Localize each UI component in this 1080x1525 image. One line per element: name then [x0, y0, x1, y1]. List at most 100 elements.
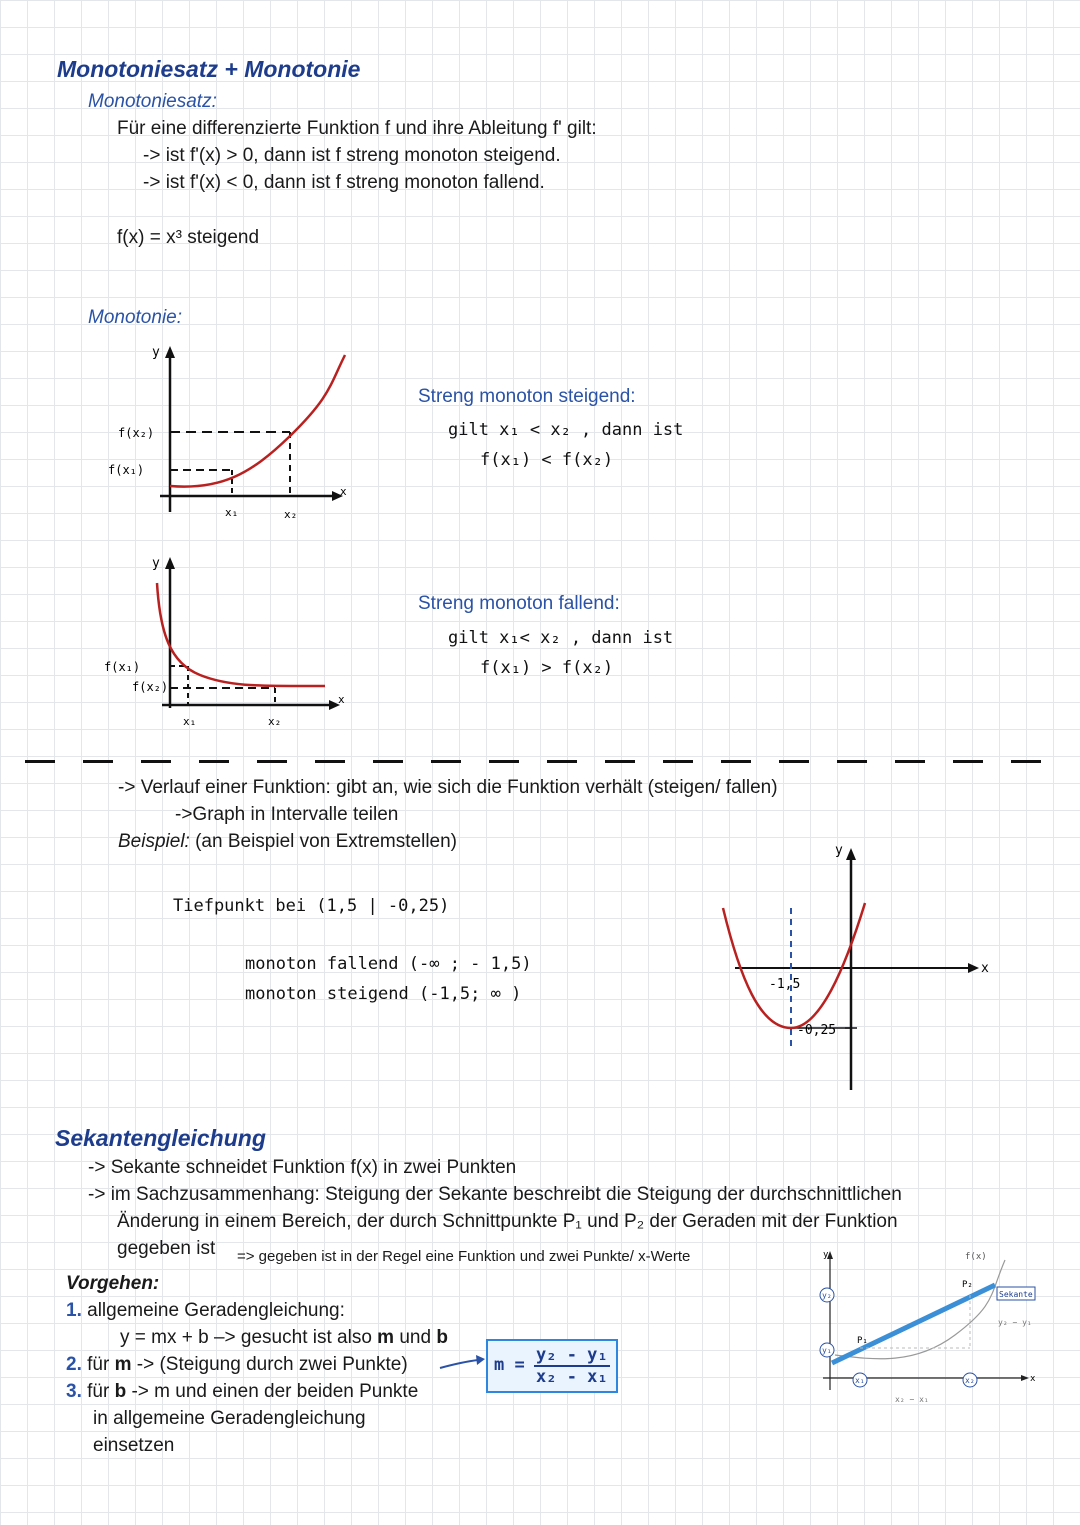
x-label: x	[340, 485, 347, 498]
x-label: x	[1030, 1374, 1036, 1384]
secant-graph: y x f(x) Sekante y₂ y₁ x₁ x₂ P₁ P₂ y₂ − …	[819, 1250, 1036, 1404]
step-2-number: 2.	[66, 1354, 82, 1375]
falling-title: Streng monoton fallend:	[418, 593, 620, 614]
monotoniesatz-rule-1: -> ist f'(x) > 0, dann ist f streng mono…	[143, 145, 561, 166]
section-divider	[25, 760, 1065, 763]
sekante-note: => gegeben ist in der Regel eine Funktio…	[237, 1248, 691, 1265]
x-arrow	[329, 700, 340, 710]
y1-label: y₁	[822, 1346, 832, 1355]
rising-curve	[169, 354, 347, 488]
fx2-label: f(x₂)	[132, 680, 168, 694]
secant-line	[830, 1282, 997, 1366]
step-1b-mid: und	[394, 1327, 437, 1348]
step-2-pre: für	[87, 1354, 115, 1375]
step-1-number: 1.	[66, 1300, 82, 1321]
function-curve	[834, 1259, 1006, 1360]
step-3-number: 3.	[66, 1381, 82, 1402]
dx-label: x₂ − x₁	[895, 1395, 929, 1404]
step-3c: einsetzen	[93, 1435, 175, 1456]
y-arrow	[165, 557, 175, 569]
falling-curve	[155, 582, 326, 688]
step-1b-m: m	[377, 1327, 395, 1348]
y1-marker	[819, 1342, 835, 1358]
step-2-post: -> (Steigung durch zwei Punkte)	[131, 1354, 408, 1375]
page-title: Monotoniesatz + Monotonie	[57, 56, 361, 82]
formula-denominator: x₂ - x₁	[536, 1367, 608, 1387]
y-label: y	[152, 345, 160, 360]
verlauf-line-1: -> Verlauf einer Funktion: gibt an, wie …	[118, 777, 778, 798]
rising-condition: gilt x₁ < x₂ , dann ist	[448, 420, 684, 440]
x1-label: x₁	[225, 506, 238, 519]
parabola-curve	[721, 902, 867, 1030]
y-arrow	[846, 848, 856, 860]
rising-title: Streng monoton steigend:	[418, 386, 636, 407]
x-arrow	[332, 491, 343, 501]
x2-label: x₂	[965, 1376, 975, 1385]
sekante-point-2a: -> im Sachzusammenhang: Steigung der Sek…	[88, 1184, 902, 1205]
p2-label: P₂	[962, 1280, 973, 1290]
monotoniesatz-rule-2: -> ist f'(x) < 0, dann ist f streng mono…	[143, 172, 545, 193]
step-1b-b: b	[436, 1327, 448, 1348]
step-1b-pre: y = mx + b –> gesucht ist also	[120, 1327, 378, 1348]
sekante-point-1: -> Sekante schneidet Funktion f(x) in zw…	[88, 1157, 517, 1178]
rising-result: f(x₁) < f(x₂)	[480, 450, 614, 470]
x-arrow	[968, 963, 979, 973]
falling-result: f(x₁) > f(x₂)	[480, 658, 614, 678]
x2-label: x₂	[284, 508, 297, 521]
x2-marker	[962, 1372, 978, 1388]
y2-label: y₂	[822, 1291, 832, 1300]
step-3b: in allgemeine Geradengleichung	[93, 1408, 366, 1429]
vorgehen-label: Vorgehen:	[66, 1273, 160, 1294]
sekante-label: Sekante	[999, 1290, 1033, 1299]
y-label: y	[835, 843, 843, 858]
verlauf-line-2: ->Graph in Intervalle teilen	[175, 804, 399, 825]
step-1-text: allgemeine Geradengleichung:	[87, 1300, 345, 1321]
falling-condition: gilt x₁< x₂ , dann ist	[448, 628, 674, 648]
y-arrow	[827, 1251, 833, 1259]
y-label: y	[152, 556, 160, 571]
rising-graph: y x f(x₂) f(x₁) x₁ x₂	[108, 345, 347, 521]
x1-label: x₁	[855, 1376, 865, 1385]
step-2: 2. für m -> (Steigung durch zwei Punkte)	[66, 1354, 408, 1376]
monotonie-label: Monotonie:	[88, 307, 183, 328]
arrow-icon	[439, 1355, 485, 1369]
sekante-heading: Sekantengleichung	[55, 1125, 266, 1151]
fx-label: f(x)	[965, 1252, 987, 1262]
x1-label: x₁	[183, 715, 196, 728]
beispiel-text: (an Beispiel von Extremstellen)	[189, 831, 457, 852]
formula-numerator: y₂ - y₁	[536, 1345, 608, 1365]
step-1: 1. allgemeine Geradengleichung:	[66, 1300, 345, 1322]
formula-m: m =	[494, 1355, 525, 1375]
beispiel-line: Beispiel: (an Beispiel von Extremstellen…	[118, 831, 457, 853]
step-3-b: b	[114, 1381, 127, 1402]
tiefpunkt-line: Tiefpunkt bei (1,5 | -0,25)	[173, 896, 450, 916]
dy-label: y₂ − y₁	[998, 1318, 1032, 1327]
step-1b: y = mx + b –> gesucht ist also m und b	[120, 1327, 448, 1349]
fx1-label: f(x₁)	[108, 463, 144, 477]
formula-fraction-bar	[534, 1365, 610, 1367]
step-3-pre: für	[87, 1381, 115, 1402]
sekante-point-2c: gegeben ist	[117, 1238, 216, 1259]
step-3-post: -> m und einen der beiden Punkte	[126, 1381, 419, 1402]
x-label: x	[338, 693, 345, 706]
monotoniesatz-example: f(x) = x³ steigend	[117, 227, 260, 248]
sekante-tag	[996, 1286, 1036, 1301]
x1-marker	[852, 1372, 868, 1388]
fx2-label: f(x₂)	[118, 426, 154, 440]
x-label: x	[981, 961, 989, 976]
parabola-graph: y x -1,5 -0,25	[721, 843, 989, 1090]
falling-graph: y x f(x₁) f(x₂) x₁ x₂	[104, 556, 345, 728]
y-label: y	[823, 1250, 829, 1260]
step-3: 3. für b -> m und einen der beiden Punkt…	[66, 1381, 418, 1403]
fx1-label: f(x₁)	[104, 660, 140, 674]
xmark-label: -1,5	[769, 977, 800, 992]
y2-marker	[819, 1287, 835, 1303]
p1-label: P₁	[857, 1336, 868, 1346]
y-arrow	[165, 346, 175, 358]
monotoniesatz-intro: Für eine differenzierte Funktion f und i…	[117, 118, 597, 139]
x-arrow	[1021, 1375, 1029, 1381]
sekante-point-2b: Änderung in einem Bereich, der durch Sch…	[117, 1211, 898, 1232]
x2-label: x₂	[268, 715, 281, 728]
monotoniesatz-label: Monotoniesatz:	[88, 91, 217, 112]
slope-formula-box: m = y₂ - y₁ x₂ - x₁	[486, 1339, 618, 1393]
